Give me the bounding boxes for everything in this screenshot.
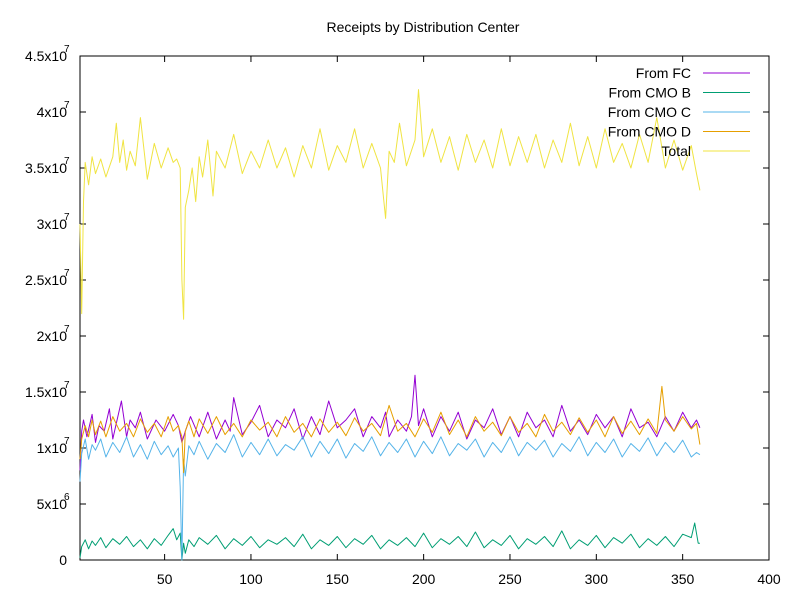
y-tick-exponent: 7 <box>64 436 70 447</box>
y-tick-label: 1.5x10 <box>25 384 67 400</box>
y-tick-exponent: 7 <box>64 44 70 55</box>
x-tick-label: 100 <box>239 571 263 587</box>
legend: From FC From CMO B From CMO C From CMO D Tot… <box>608 65 750 159</box>
y-tick-label: 5x10 <box>37 496 68 512</box>
y-tick-label: 0 <box>59 552 67 568</box>
legend-label: From CMO C <box>608 104 691 120</box>
series-lines <box>79 89 701 561</box>
y-tick-label: 1x10 <box>37 440 68 456</box>
y-tick-exponent: 7 <box>64 324 70 335</box>
series-line-from-cmo-c <box>79 434 701 561</box>
y-tick-label: 4x10 <box>37 104 68 120</box>
y-tick-exponent: 7 <box>64 268 70 279</box>
y-tick-label: 3x10 <box>37 216 68 232</box>
y-tick-exponent: 7 <box>64 212 70 223</box>
x-tick-label: 300 <box>585 571 609 587</box>
x-tick-label: 50 <box>157 571 173 587</box>
x-tick-label: 200 <box>412 571 436 587</box>
chart-title: Receipts by Distribution Center <box>327 19 520 35</box>
legend-label: From CMO B <box>609 85 691 101</box>
legend-label: Total <box>661 143 691 159</box>
y-tick-label: 2x10 <box>37 328 68 344</box>
x-tick-label: 250 <box>498 571 522 587</box>
x-tick-label: 400 <box>757 571 781 587</box>
y-tick-label: 2.5x10 <box>25 272 67 288</box>
y-tick-exponent: 7 <box>64 100 70 111</box>
y-tick-exponent: 7 <box>64 380 70 391</box>
x-tick-label: 350 <box>671 571 695 587</box>
series-line-total <box>79 89 701 320</box>
y-tick-label: 4.5x10 <box>25 48 67 64</box>
y-tick-label: 3.5x10 <box>25 160 67 176</box>
x-tick-label: 150 <box>326 571 350 587</box>
plot-frame <box>79 55 770 561</box>
y-axis: 05x1061x1071.5x1072x1072.5x1073x1073.5x1… <box>25 44 769 568</box>
legend-label: From FC <box>636 65 691 81</box>
legend-label: From CMO D <box>608 124 691 140</box>
y-tick-exponent: 7 <box>64 156 70 167</box>
x-axis: 50 100 150 200 250 300 350 400 <box>157 56 781 587</box>
series-line-from-cmo-d <box>79 385 701 474</box>
y-tick-exponent: 6 <box>64 492 70 503</box>
series-line-from-fc <box>79 374 701 471</box>
series-line-from-cmo-b <box>79 522 700 561</box>
